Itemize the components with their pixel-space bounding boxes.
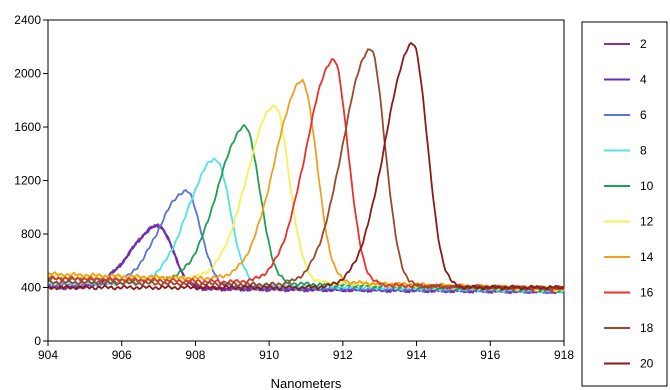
x-tick-label: 908 — [185, 348, 205, 362]
y-tick-label: 2400 — [14, 13, 41, 27]
legend: 2 4 6 8 10 12 14 16 18 20 — [604, 37, 654, 371]
x-tick-label: 910 — [259, 348, 279, 362]
x-tick-label: 914 — [407, 348, 427, 362]
legend-label: 6 — [640, 108, 647, 122]
x-tick-label: 918 — [554, 348, 574, 362]
y-tick-label: 0 — [34, 334, 41, 348]
x-tick-label: 912 — [333, 348, 353, 362]
y-tick-label: 400 — [21, 281, 41, 295]
y-tick-label: 2000 — [14, 67, 41, 81]
legend-label: 18 — [640, 321, 654, 335]
legend-label: 10 — [640, 179, 654, 193]
x-tick-label: 916 — [480, 348, 500, 362]
y-tick-label: 1200 — [14, 174, 41, 188]
series-layer — [47, 41, 565, 295]
legend-label: 8 — [640, 144, 647, 158]
legend-box — [581, 21, 668, 387]
legend-label: 4 — [640, 73, 647, 87]
series-line-16 — [47, 58, 565, 292]
x-axis-label: Nanometers — [271, 376, 342, 390]
legend-label: 14 — [640, 250, 654, 264]
x-axis-ticks: 904 906 908 910 912 914 916 918 — [38, 341, 574, 362]
legend-label: 16 — [640, 286, 654, 300]
legend-label: 2 — [640, 37, 647, 51]
x-tick-label: 906 — [112, 348, 132, 362]
legend-label: 12 — [640, 215, 654, 229]
y-tick-label: 800 — [21, 227, 41, 241]
legend-label: 20 — [640, 357, 654, 371]
y-axis-ticks: 0 400 800 1200 1600 2000 2400 — [14, 13, 48, 348]
y-tick-label: 1600 — [14, 120, 41, 134]
series-line-20 — [47, 41, 565, 291]
x-tick-label: 904 — [38, 348, 58, 362]
